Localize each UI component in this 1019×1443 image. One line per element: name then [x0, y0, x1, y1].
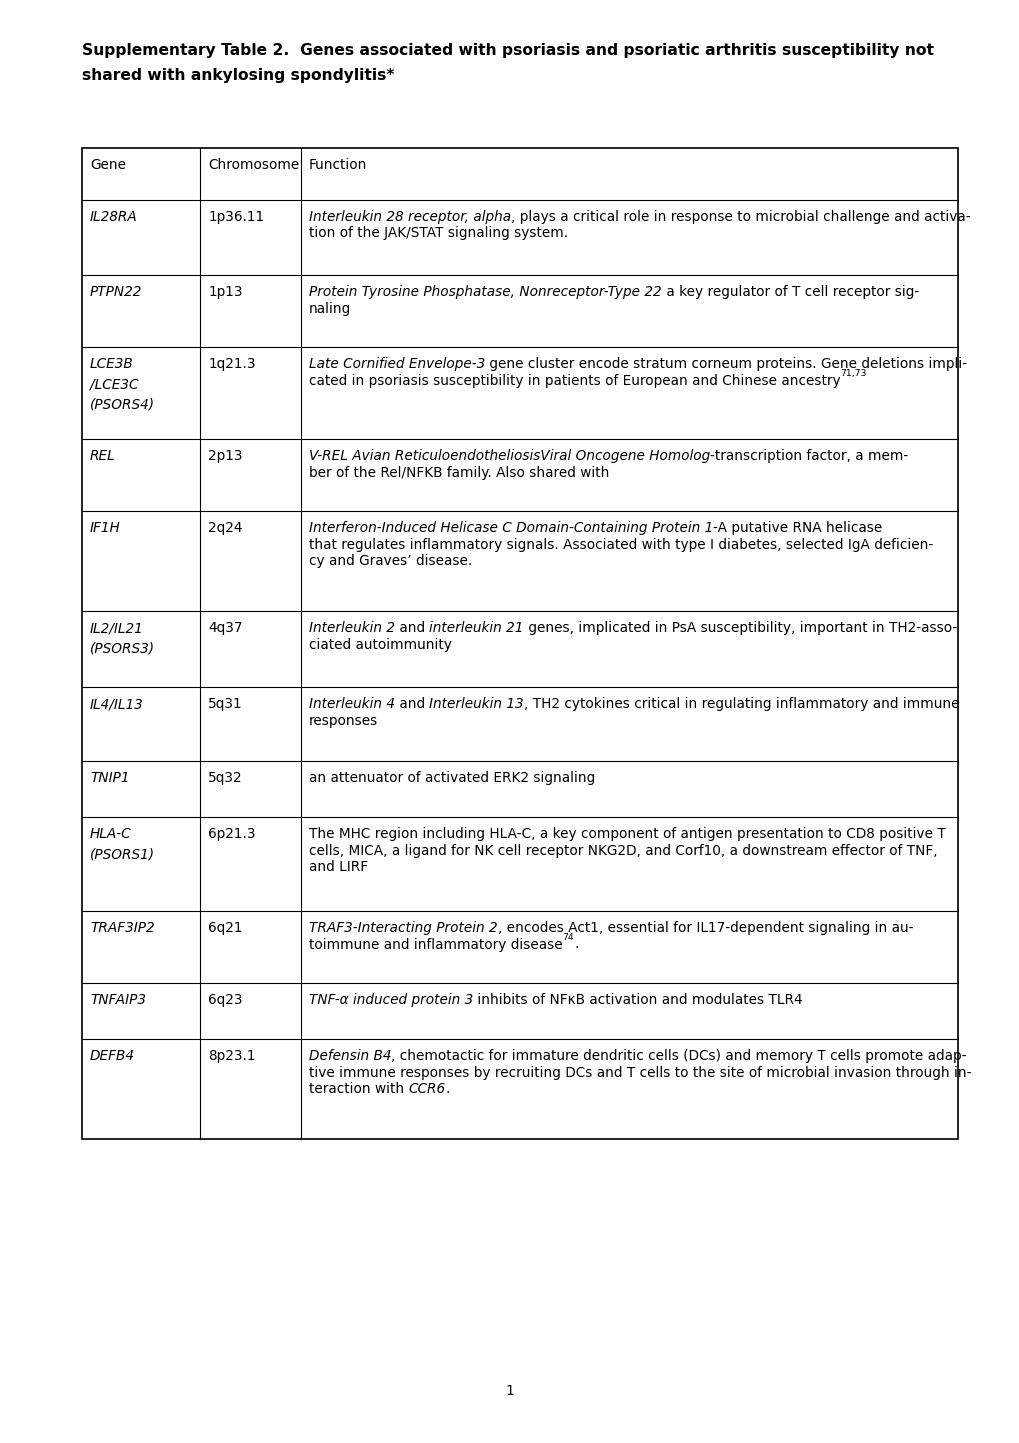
Text: Interferon-Induced Helicase C Domain-Containing Protein 1: Interferon-Induced Helicase C Domain-Con… — [309, 521, 712, 535]
Text: TNFAIP3: TNFAIP3 — [90, 993, 146, 1007]
Text: IL2/IL21
(PSORS3): IL2/IL21 (PSORS3) — [90, 620, 155, 655]
Text: ciated autoimmunity: ciated autoimmunity — [309, 638, 451, 651]
Text: 8p23.1: 8p23.1 — [208, 1049, 256, 1063]
Text: TRAF3IP2: TRAF3IP2 — [90, 921, 155, 935]
Text: 2p13: 2p13 — [208, 449, 243, 463]
Text: V-REL Avian ReticuloendotheliosisViral Oncogene Homolog: V-REL Avian ReticuloendotheliosisViral O… — [309, 449, 709, 463]
Text: 5q32: 5q32 — [208, 771, 243, 785]
Text: 1q21.3: 1q21.3 — [208, 356, 256, 371]
Text: gene cluster encode stratum corneum proteins. Gene deletions impli-: gene cluster encode stratum corneum prot… — [485, 356, 966, 371]
Text: tive immune responses by recruiting DCs and T cells to the site of microbial inv: tive immune responses by recruiting DCs … — [309, 1065, 970, 1079]
Text: TNF-α induced protein 3: TNF-α induced protein 3 — [309, 993, 473, 1007]
Text: 6q23: 6q23 — [208, 993, 243, 1007]
Text: IL28RA: IL28RA — [90, 211, 138, 224]
Text: Interleukin 2: Interleukin 2 — [309, 620, 394, 635]
Text: .: . — [574, 938, 578, 951]
Text: , chemotactic for immature dendritic cells (DCs) and memory T cells promote adap: , chemotactic for immature dendritic cel… — [391, 1049, 966, 1063]
Text: 1: 1 — [505, 1384, 514, 1398]
Text: and LIRF: and LIRF — [309, 860, 368, 874]
Text: an attenuator of activated ERK2 signaling: an attenuator of activated ERK2 signalin… — [309, 771, 595, 785]
Text: shared with ankylosing spondylitis*: shared with ankylosing spondylitis* — [82, 68, 394, 84]
Text: PTPN22: PTPN22 — [90, 286, 143, 299]
Text: toimmune and inflammatory disease: toimmune and inflammatory disease — [309, 938, 562, 951]
Text: Supplementary Table 2.  Genes associated with psoriasis and psoriatic arthritis : Supplementary Table 2. Genes associated … — [82, 43, 933, 58]
Text: Gene: Gene — [90, 157, 126, 172]
Text: IF1H: IF1H — [90, 521, 120, 535]
Text: CCR6: CCR6 — [408, 1082, 445, 1097]
Text: teraction with: teraction with — [309, 1082, 408, 1097]
Text: and: and — [394, 697, 429, 711]
Text: Interleukin 13: Interleukin 13 — [429, 697, 524, 711]
Text: 2q24: 2q24 — [208, 521, 243, 535]
Text: HLA-C
(PSORS1): HLA-C (PSORS1) — [90, 827, 155, 861]
Text: 71,73: 71,73 — [840, 369, 866, 378]
Text: , encodes Act1, essential for IL17-dependent signaling in au-: , encodes Act1, essential for IL17-depen… — [497, 921, 912, 935]
Text: Late Cornified Envelope-3: Late Cornified Envelope-3 — [309, 356, 485, 371]
Text: 74: 74 — [562, 934, 574, 942]
Text: TRAF3-Interacting Protein 2: TRAF3-Interacting Protein 2 — [309, 921, 497, 935]
Text: , TH2 cytokines critical in regulating inflammatory and immune: , TH2 cytokines critical in regulating i… — [524, 697, 959, 711]
Text: that regulates inflammatory signals. Associated with type I diabetes, selected I: that regulates inflammatory signals. Ass… — [309, 537, 932, 551]
Text: naling: naling — [309, 302, 351, 316]
Text: 5q31: 5q31 — [208, 697, 243, 711]
Text: cells, MICA, a ligand for NK cell receptor NKG2D, and Corf10, a downstream effec: cells, MICA, a ligand for NK cell recept… — [309, 844, 936, 857]
Bar — [82, 149, 957, 1139]
Text: cated in psoriasis susceptibility in patients of European and Chinese ancestry: cated in psoriasis susceptibility in pat… — [309, 374, 840, 388]
Text: -A putative RNA helicase: -A putative RNA helicase — [712, 521, 881, 535]
Text: 1p13: 1p13 — [208, 286, 243, 299]
Text: and: and — [394, 620, 429, 635]
Text: Interleukin 4: Interleukin 4 — [309, 697, 394, 711]
Text: REL: REL — [90, 449, 115, 463]
Text: The MHC region including HLA-C, a key component of antigen presentation to CD8 p: The MHC region including HLA-C, a key co… — [309, 827, 945, 841]
Text: responses: responses — [309, 713, 378, 727]
Text: inhibits of NFκB activation and modulates TLR4: inhibits of NFκB activation and modulate… — [473, 993, 802, 1007]
Text: Interleukin 28 receptor, alpha: Interleukin 28 receptor, alpha — [309, 211, 511, 224]
Text: genes, implicated in PsA susceptibility, important in TH2-asso-: genes, implicated in PsA susceptibility,… — [524, 620, 956, 635]
Text: 6q21: 6q21 — [208, 921, 243, 935]
Text: Defensin B4: Defensin B4 — [309, 1049, 391, 1063]
Text: 1p36.11: 1p36.11 — [208, 211, 264, 224]
Text: LCE3B
/LCE3C
(PSORS4): LCE3B /LCE3C (PSORS4) — [90, 356, 155, 411]
Text: IL4/IL13: IL4/IL13 — [90, 697, 144, 711]
Text: 6p21.3: 6p21.3 — [208, 827, 256, 841]
Text: TNIP1: TNIP1 — [90, 771, 129, 785]
Text: Function: Function — [309, 157, 367, 172]
Text: 4q37: 4q37 — [208, 620, 243, 635]
Text: interleukin 21: interleukin 21 — [429, 620, 524, 635]
Text: ber of the Rel/NFKB family. Also shared with: ber of the Rel/NFKB family. Also shared … — [309, 466, 608, 479]
Text: Chromosome: Chromosome — [208, 157, 300, 172]
Text: -transcription factor, a mem-: -transcription factor, a mem- — [709, 449, 908, 463]
Text: a key regulator of T cell receptor sig-: a key regulator of T cell receptor sig- — [661, 286, 918, 299]
Text: tion of the JAK/STAT signaling system.: tion of the JAK/STAT signaling system. — [309, 227, 568, 241]
Text: cy and Graves’ disease.: cy and Graves’ disease. — [309, 554, 472, 569]
Text: .: . — [445, 1082, 449, 1097]
Text: , plays a critical role in response to microbial challenge and activa-: , plays a critical role in response to m… — [511, 211, 970, 224]
Text: Protein Tyrosine Phosphatase, Nonreceptor-Type 22: Protein Tyrosine Phosphatase, Nonrecepto… — [309, 286, 661, 299]
Text: DEFB4: DEFB4 — [90, 1049, 135, 1063]
